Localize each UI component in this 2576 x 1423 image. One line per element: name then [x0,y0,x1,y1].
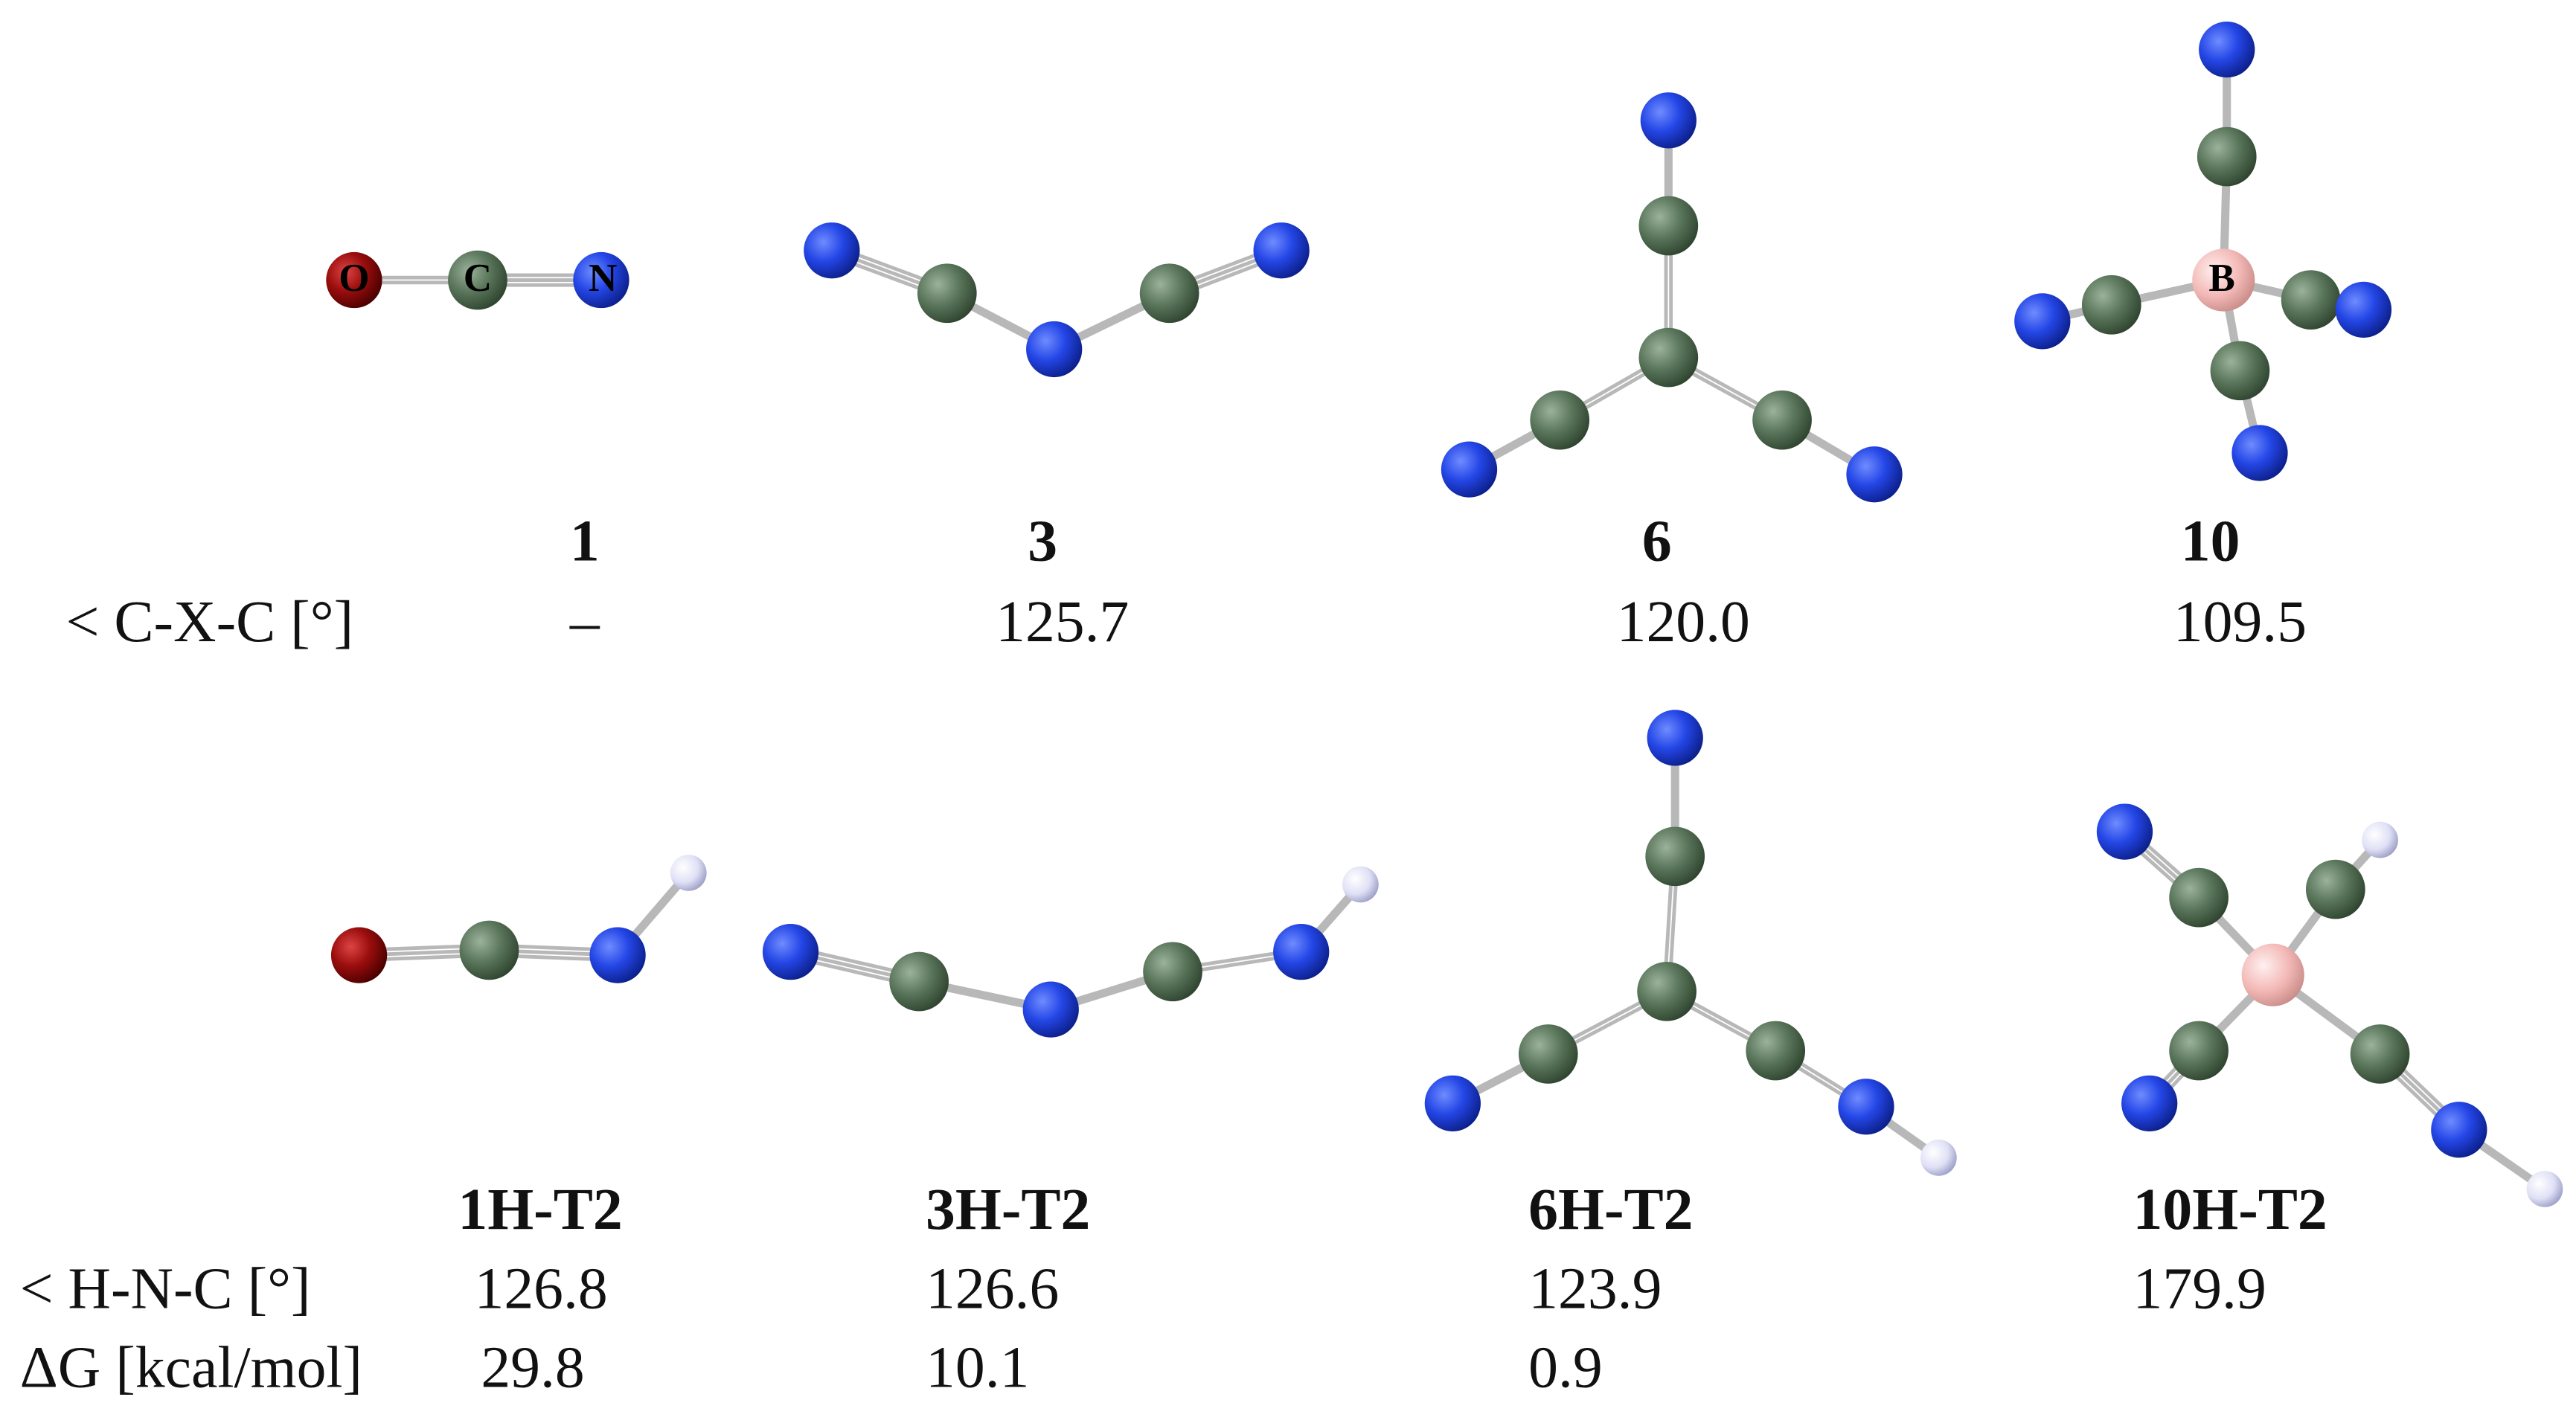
atom [1441,441,1498,498]
top-table: 1 3 6 10 < C-X-C [°] – 125.7 120.0 109.5 [66,508,2307,654]
atom [330,927,388,983]
atom-label: N [589,257,617,300]
atom [1342,866,1379,903]
atom [1253,222,1310,279]
cell: 29.8 [481,1335,584,1401]
cell: 179.9 [2133,1256,2266,1321]
cell: 0.9 [1528,1335,1603,1401]
atom [2121,1075,2178,1131]
cell: 120.0 [1617,589,1750,655]
atom [2169,1021,2229,1081]
atom [2081,274,2141,335]
atom [2281,270,2341,330]
atom [670,855,707,891]
compound-name: 10H-T2 [2133,1177,2327,1242]
atom [2169,867,2229,928]
atom [1424,1075,1481,1131]
atom [2231,425,2288,481]
atom [1022,981,1079,1038]
atom [2192,248,2255,312]
atom [1638,327,1699,388]
atom [589,927,646,983]
compound-name: 6 [1642,508,1672,574]
atom [1920,1140,1957,1176]
atom [1746,1021,1806,1081]
atom [1838,1079,1894,1135]
atom [1143,942,1202,1002]
atom [2350,1024,2410,1084]
atom [2199,22,2255,78]
cell: 125.7 [996,589,1129,655]
bottom-table: 1H-T2 3H-T2 6H-T2 10H-T2 < H-N-C [°] 126… [20,1177,2327,1401]
atom [1139,263,1199,324]
compound-name: 1 [570,508,600,574]
compound-name: 10 [2181,508,2240,574]
atom [2096,803,2153,860]
atom [326,251,382,309]
atom [1647,710,1703,766]
atom [1640,92,1696,149]
compound-name: 1H-T2 [458,1177,622,1242]
compound-name: 3 [1028,508,1057,574]
atom [1638,196,1699,256]
atom-label: O [339,257,369,300]
atom [762,924,819,980]
row-label: ΔG [kcal/mol] [20,1335,363,1401]
cell: – [569,589,600,655]
atom [2526,1171,2563,1207]
row-label: < C-X-C [°] [66,589,354,655]
cell: 10.1 [926,1335,1029,1401]
atom [2305,859,2365,919]
atom-labels: O C N B [339,257,2235,300]
atom [1846,446,1903,503]
atom [1645,826,1705,887]
cell: 126.6 [926,1256,1059,1321]
atom [2014,293,2071,350]
atom [459,920,519,980]
row-label: < H-N-C [°] [20,1256,311,1321]
atom-label: B [2208,257,2234,300]
atom [573,251,629,309]
atom [1026,321,1083,378]
atom [2197,126,2257,187]
atom [2210,341,2270,401]
compound-name: 6H-T2 [1528,1177,1693,1242]
atom [804,222,860,279]
atom [448,250,507,310]
atom [889,951,949,1012]
compound-name: 3H-T2 [926,1177,1090,1242]
atom [1518,1024,1578,1084]
molecules [326,22,2563,1207]
atom [2362,821,2398,858]
atom-label: C [464,257,492,300]
cell: 126.8 [475,1256,608,1321]
atom [1273,924,1330,980]
atom [917,263,977,324]
atom [1530,390,1590,450]
cell: 123.9 [1528,1256,1662,1321]
atom [2241,943,2304,1006]
atom [2431,1102,2487,1158]
atom [1752,390,1812,450]
atom [2335,281,2392,338]
atom [1637,961,1696,1021]
cell: 109.5 [2173,589,2307,655]
